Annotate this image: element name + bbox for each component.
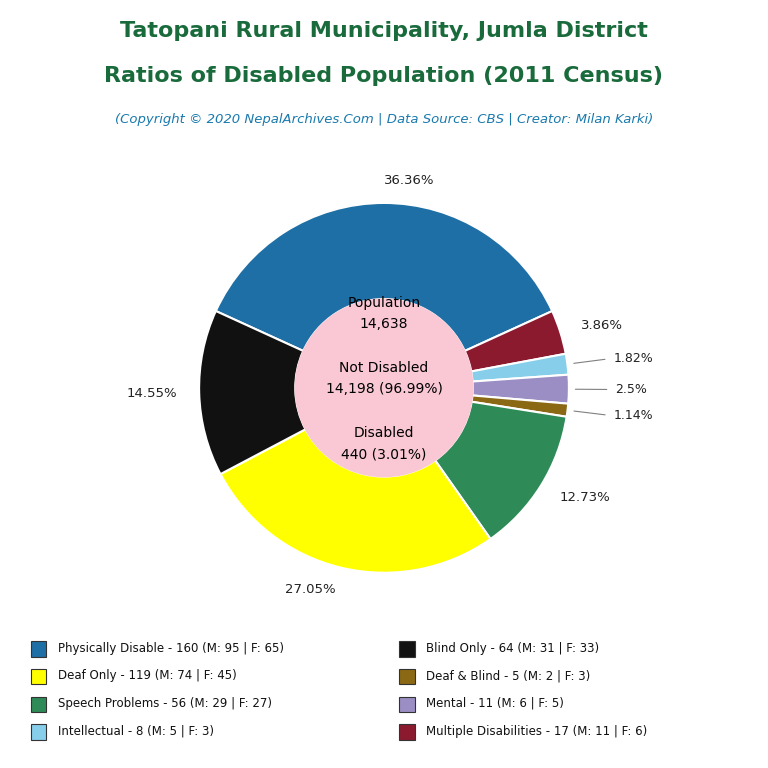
Text: Speech Problems - 56 (M: 29 | F: 27): Speech Problems - 56 (M: 29 | F: 27)	[58, 697, 272, 710]
Text: Intellectual - 8 (M: 5 | F: 3): Intellectual - 8 (M: 5 | F: 3)	[58, 725, 214, 737]
Text: 1.14%: 1.14%	[614, 409, 653, 422]
Wedge shape	[465, 311, 566, 372]
Circle shape	[295, 299, 473, 477]
Text: 12.73%: 12.73%	[560, 491, 611, 504]
Text: Ratios of Disabled Population (2011 Census): Ratios of Disabled Population (2011 Cens…	[104, 66, 664, 86]
Text: 1.82%: 1.82%	[614, 353, 653, 366]
Text: Deaf Only - 119 (M: 74 | F: 45): Deaf Only - 119 (M: 74 | F: 45)	[58, 670, 237, 682]
Wedge shape	[472, 396, 568, 417]
Text: 3.86%: 3.86%	[581, 319, 624, 332]
Text: (Copyright © 2020 NepalArchives.Com | Data Source: CBS | Creator: Milan Karki): (Copyright © 2020 NepalArchives.Com | Da…	[115, 114, 653, 127]
Text: Blind Only - 64 (M: 31 | F: 33): Blind Only - 64 (M: 31 | F: 33)	[426, 642, 599, 654]
Wedge shape	[472, 375, 569, 404]
Text: Population
14,638

Not Disabled
14,198 (96.99%)

Disabled
440 (3.01%): Population 14,638 Not Disabled 14,198 (9…	[326, 296, 442, 462]
Wedge shape	[199, 311, 306, 474]
Wedge shape	[472, 354, 568, 382]
Text: Tatopani Rural Municipality, Jumla District: Tatopani Rural Municipality, Jumla Distr…	[120, 21, 648, 41]
Text: 2.5%: 2.5%	[615, 383, 647, 396]
Text: Deaf & Blind - 5 (M: 2 | F: 3): Deaf & Blind - 5 (M: 2 | F: 3)	[426, 670, 591, 682]
Text: 27.05%: 27.05%	[285, 583, 336, 596]
Text: Multiple Disabilities - 17 (M: 11 | F: 6): Multiple Disabilities - 17 (M: 11 | F: 6…	[426, 725, 647, 737]
Wedge shape	[216, 203, 552, 351]
Text: 14.55%: 14.55%	[127, 387, 177, 400]
Wedge shape	[220, 429, 491, 573]
Text: Physically Disable - 160 (M: 95 | F: 65): Physically Disable - 160 (M: 95 | F: 65)	[58, 642, 283, 654]
Text: Mental - 11 (M: 6 | F: 5): Mental - 11 (M: 6 | F: 5)	[426, 697, 564, 710]
Text: 36.36%: 36.36%	[384, 174, 435, 187]
Wedge shape	[435, 402, 567, 539]
